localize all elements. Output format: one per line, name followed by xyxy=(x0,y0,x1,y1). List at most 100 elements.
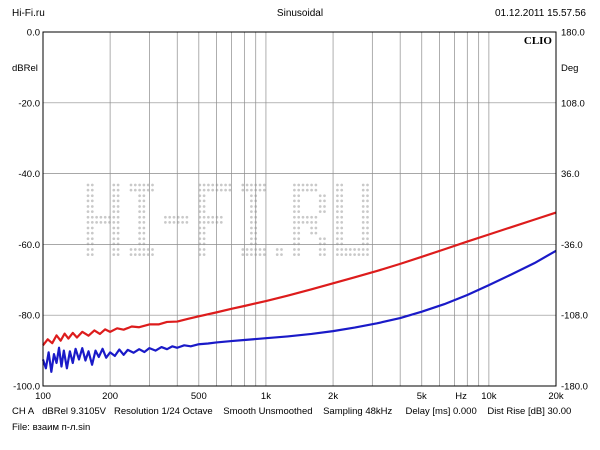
watermark-dot xyxy=(262,248,266,251)
watermark-dot xyxy=(116,188,120,192)
y2-tick-label: 36.0 xyxy=(561,169,580,180)
watermark-dot xyxy=(172,221,176,224)
header-timestamp: 01.12.2011 15.57.56 xyxy=(494,8,586,19)
watermark-dot xyxy=(297,231,301,235)
watermark-dot xyxy=(314,188,318,192)
watermark-dot xyxy=(86,183,90,187)
watermark-dot xyxy=(250,194,253,198)
watermark-dot xyxy=(172,215,176,219)
watermark-dot xyxy=(129,183,133,187)
footer-channel: CH A xyxy=(12,406,35,417)
watermark-dot xyxy=(133,248,137,251)
watermark-dot xyxy=(344,253,348,257)
watermark-dot xyxy=(142,205,146,208)
brand-label: CLIO xyxy=(524,35,553,47)
watermark-dot xyxy=(366,188,369,192)
y2-tick-label: -36.0 xyxy=(561,240,583,251)
watermark-dot xyxy=(86,231,90,235)
watermark-dot xyxy=(293,205,296,208)
watermark-dot xyxy=(250,242,253,246)
watermark-dot xyxy=(86,242,90,246)
watermark-dot xyxy=(86,226,90,230)
watermark-dot xyxy=(138,188,141,192)
footer-reference-level: dBRel 9.3105V xyxy=(42,406,107,417)
watermark-dot xyxy=(366,253,369,257)
x-tick-label: 1k xyxy=(261,391,271,402)
watermark-dot xyxy=(224,188,227,192)
watermark-dot xyxy=(90,215,94,219)
watermark-dot xyxy=(86,215,90,219)
watermark-dot xyxy=(116,183,120,187)
watermark-dot xyxy=(297,242,301,246)
watermark-dot xyxy=(245,188,249,192)
watermark-dot xyxy=(297,215,301,219)
watermark-dot xyxy=(202,221,206,224)
watermark-dot xyxy=(112,253,116,257)
watermark-dot xyxy=(142,194,146,198)
watermark-dot xyxy=(90,183,94,187)
watermark-dot xyxy=(336,205,339,208)
watermark-dot xyxy=(241,253,245,257)
watermark-dot xyxy=(275,248,279,251)
watermark-dot xyxy=(310,188,313,192)
watermark-dot xyxy=(344,248,348,251)
watermark-dot xyxy=(138,199,141,203)
watermark-dot xyxy=(112,248,116,251)
watermark-dot xyxy=(361,221,365,224)
watermark-dot xyxy=(305,215,309,219)
watermark-dot xyxy=(99,215,103,219)
watermark-dot xyxy=(86,188,90,192)
watermark-dot xyxy=(301,183,305,187)
watermark-dot xyxy=(202,194,206,198)
watermark-dot xyxy=(250,253,253,257)
x-tick-label: 200 xyxy=(102,391,118,402)
watermark-dot xyxy=(366,183,369,187)
watermark-dot xyxy=(262,188,266,192)
watermark-dot xyxy=(250,221,253,224)
watermark-dot xyxy=(164,221,167,224)
watermark-dot xyxy=(310,231,313,235)
watermark-dot xyxy=(340,237,344,241)
grid-layer xyxy=(43,32,556,386)
watermark-dot xyxy=(103,215,107,219)
watermark-dot xyxy=(228,183,232,187)
watermark-dot xyxy=(146,183,150,187)
watermark-dot xyxy=(336,215,339,219)
watermark-dot xyxy=(112,210,116,214)
watermark-dot xyxy=(112,242,116,246)
watermark-dot xyxy=(262,253,266,257)
watermark-dot xyxy=(250,237,253,241)
watermark-dot xyxy=(336,199,339,203)
watermark-dot xyxy=(305,221,309,224)
watermark-dot xyxy=(142,237,146,241)
watermark-dot xyxy=(323,253,326,257)
y2-tick-label: 108.0 xyxy=(561,98,585,109)
watermark-dot xyxy=(305,183,309,187)
watermark-dot xyxy=(318,210,322,214)
watermark-dot xyxy=(258,248,262,251)
series-line-blue xyxy=(41,249,557,373)
watermark-dot xyxy=(86,221,90,224)
watermark-dot xyxy=(301,188,305,192)
watermark-dot xyxy=(314,221,318,224)
watermark-dot xyxy=(357,253,361,257)
footer-file-name: File: взаим п-л.sin xyxy=(12,422,91,433)
watermark-dot xyxy=(112,231,116,235)
watermark-dot xyxy=(297,226,301,230)
watermark-dot xyxy=(340,210,344,214)
watermark-dot xyxy=(366,210,369,214)
watermark-dot xyxy=(112,199,116,203)
watermark-dot xyxy=(112,194,116,198)
watermark-dot xyxy=(366,215,369,219)
watermark-dot xyxy=(129,253,133,257)
watermark-dot xyxy=(361,253,365,257)
watermark-dot xyxy=(340,183,344,187)
watermark-dot xyxy=(215,183,219,187)
watermark-dot xyxy=(314,231,318,235)
watermark-dot xyxy=(340,231,344,235)
watermark-dot xyxy=(142,221,146,224)
watermark-dot xyxy=(90,205,94,208)
watermark-dot xyxy=(207,221,210,224)
watermark-dot xyxy=(250,215,253,219)
